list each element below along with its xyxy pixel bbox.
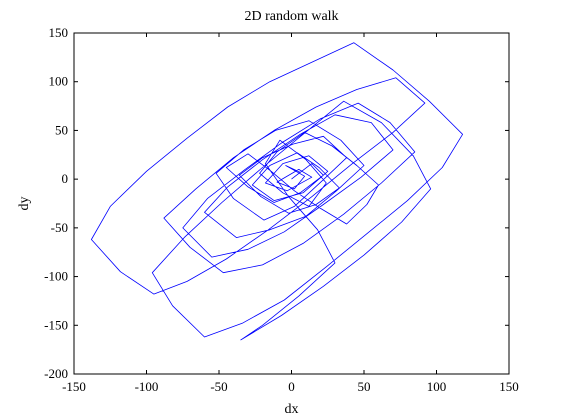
x-tick-label: -100 [135,379,159,394]
y-tick-label: 100 [49,74,69,89]
y-tick-label: -100 [44,269,68,284]
series-line-0 [91,42,463,341]
x-tick-label: 50 [358,379,371,394]
x-axis-label: dx [285,402,299,417]
chart-title: 2D random walk [244,9,338,24]
x-tick-label: -150 [62,379,86,394]
y-tick-label: 0 [62,171,69,186]
y-tick-label: -200 [44,366,68,381]
y-tick-label: 150 [49,25,69,40]
axes-frame [73,32,510,375]
x-tick-label: 100 [427,379,447,394]
x-tick-label: 150 [499,379,519,394]
y-tick-label: -150 [44,317,68,332]
x-tick-label: 0 [288,379,295,394]
x-tick-label: -50 [210,379,227,394]
y-tick-label: 50 [55,122,68,137]
y-axis-label: dy [17,197,32,211]
plot-area: -150 -100 -50 0 50 100 150-200-150-100-5005010… [44,25,519,394]
y-tick-label: -50 [51,220,68,235]
